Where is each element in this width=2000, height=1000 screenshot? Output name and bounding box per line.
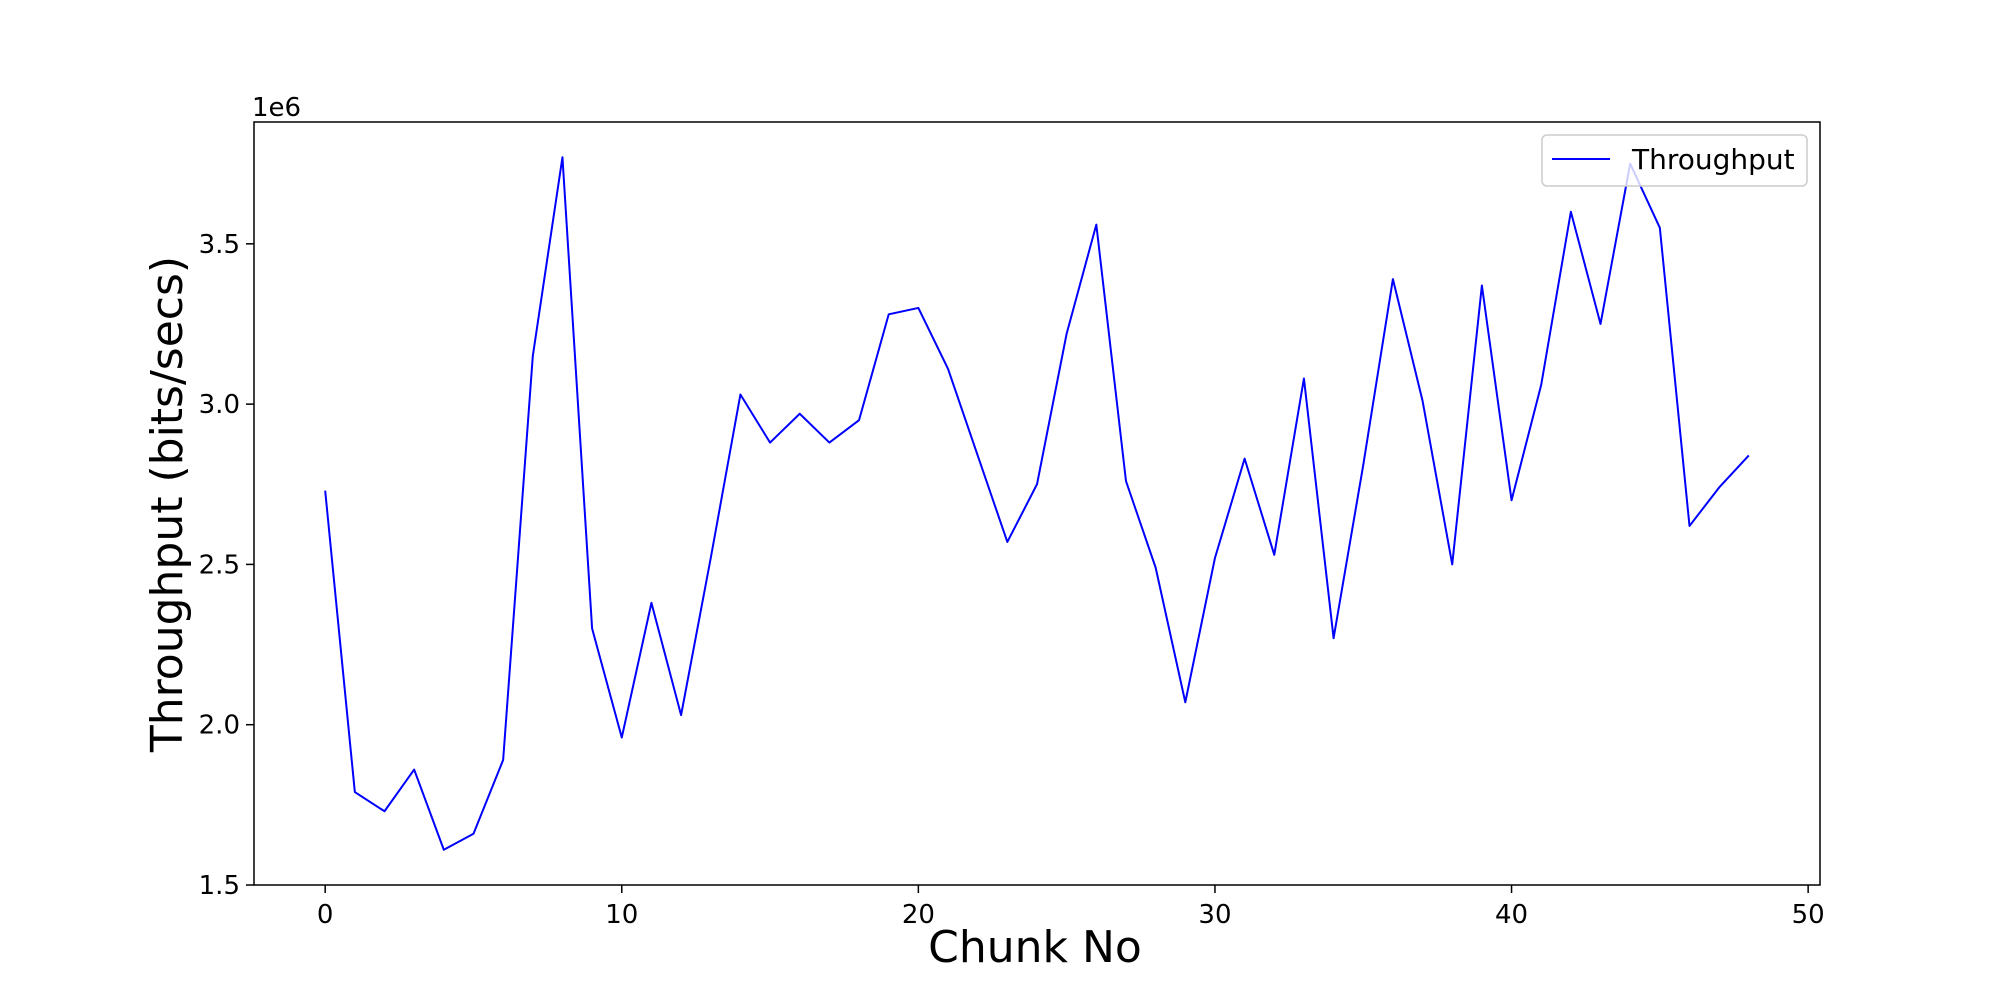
plot-area xyxy=(253,121,1821,886)
y-tick-label: 2.0 xyxy=(199,711,240,741)
x-tick-label: 50 xyxy=(1792,900,1825,930)
legend-box xyxy=(1541,134,1808,187)
y-offset-label: 1e6 xyxy=(252,93,301,123)
x-axis-title: Chunk No xyxy=(928,922,1142,973)
y-axis: 1.5 2.0 2.5 3.0 3.5 xyxy=(199,230,254,901)
x-axis: 0 10 20 30 40 50 xyxy=(317,885,1825,930)
y-axis-title: Throughput (bits/secs) xyxy=(142,256,193,753)
legend-label: Throughput xyxy=(1631,143,1795,176)
y-tick-label: 3.0 xyxy=(199,390,240,420)
legend: Throughput xyxy=(1541,134,1808,187)
plot-frame xyxy=(253,121,1821,886)
x-tick-label: 20 xyxy=(902,900,935,930)
y-tick-label: 1.5 xyxy=(199,871,240,901)
series-layer xyxy=(324,156,1750,851)
x-tick-label: 10 xyxy=(605,900,638,930)
x-tick-label: 0 xyxy=(317,900,334,930)
y-tick-label: 3.5 xyxy=(199,230,240,260)
y-tick-label: 2.5 xyxy=(199,550,240,580)
x-tick-label: 40 xyxy=(1495,900,1528,930)
x-tick-label: 30 xyxy=(1198,900,1231,930)
series-line-throughput xyxy=(324,156,1750,851)
